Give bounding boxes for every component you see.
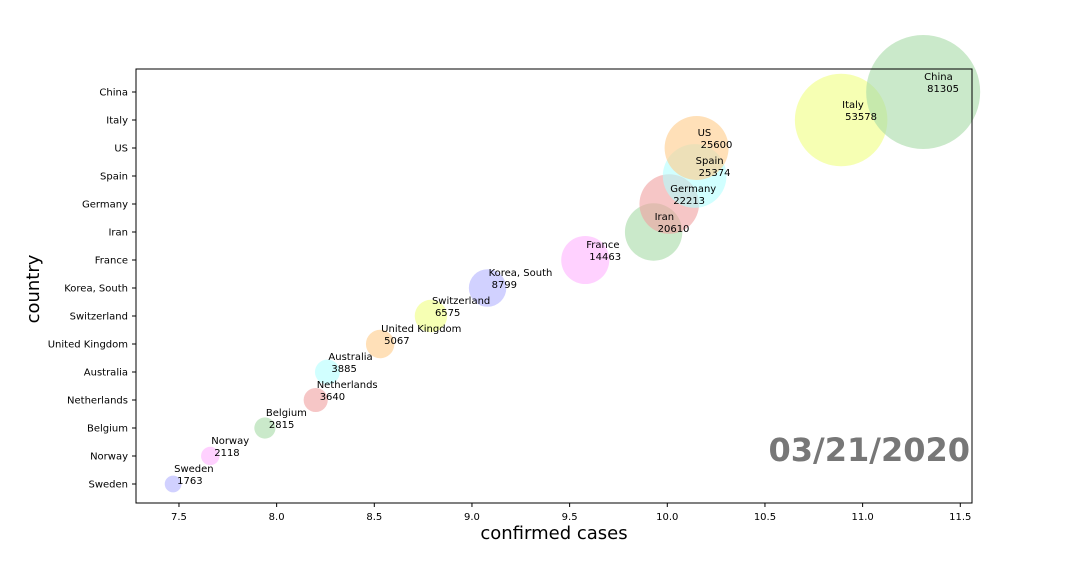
point-label-name: United Kingdom — [381, 324, 461, 335]
y-tick-label: Spain — [100, 172, 128, 183]
y-tick-label: Australia — [84, 368, 128, 379]
y-tick-label: Netherlands — [67, 396, 128, 407]
point-label-value: 25374 — [699, 168, 731, 179]
point-label-name: Norway — [211, 436, 249, 447]
bubble-point — [201, 446, 220, 466]
point-label-value: 5067 — [384, 336, 409, 347]
point-label-name: Switzerland — [432, 296, 490, 307]
point-label-name: Netherlands — [317, 380, 378, 391]
point-label-name: Spain — [696, 156, 724, 167]
plot-area-frame — [135, 68, 973, 504]
point-label-value: 22213 — [673, 196, 705, 207]
y-tick-label: US — [114, 144, 128, 155]
point-label-name: Korea, South — [489, 268, 553, 279]
bubble-point — [664, 116, 729, 180]
x-tick-label: 11.0 — [851, 512, 873, 523]
x-tick-label: 9.5 — [562, 512, 578, 523]
x-axis-ticks: 7.5 8.0 8.5 9.0 9.5 10.0 10.5 11.0 11.5 — [171, 503, 971, 523]
bubble-point — [794, 73, 888, 167]
bubble-point — [314, 359, 340, 385]
point-label-name: Italy — [842, 100, 864, 111]
bubble-point — [164, 475, 182, 493]
y-tick-label: Sweden — [88, 480, 128, 491]
y-tick-label: Switzerland — [70, 312, 128, 323]
point-label-value: 53578 — [845, 112, 877, 123]
y-tick-label: China — [99, 88, 128, 99]
x-tick-label: 8.0 — [269, 512, 285, 523]
x-tick-label: 11.5 — [949, 512, 971, 523]
point-label-value: 3885 — [331, 364, 356, 375]
bubble-point — [468, 269, 507, 307]
y-tick-label: Korea, South — [64, 284, 128, 295]
bubble-point — [365, 329, 395, 359]
x-tick-label: 10.5 — [754, 512, 776, 523]
point-label-value: 8799 — [492, 280, 517, 291]
y-tick-label: France — [95, 256, 128, 267]
point-label-value: 25600 — [701, 140, 733, 151]
point-label-value: 14463 — [589, 252, 621, 263]
bubbles-layer — [164, 35, 981, 493]
point-label-value: 81305 — [927, 84, 959, 95]
y-tick-label: Norway — [90, 452, 128, 463]
y-tick-label: Germany — [82, 200, 128, 211]
bubble-point — [561, 235, 610, 285]
y-tick-label: Belgium — [87, 424, 128, 435]
point-label-value: 1763 — [177, 476, 202, 487]
point-label-value: 2118 — [214, 448, 239, 459]
point-label-value: 3640 — [320, 392, 345, 403]
x-axis-title: confirmed cases — [480, 523, 627, 544]
bubble-point — [414, 299, 448, 333]
y-axis-title: country — [23, 254, 44, 323]
point-label-name: US — [698, 128, 712, 139]
point-label-name: France — [586, 240, 619, 251]
y-tick-label: Iran — [108, 228, 128, 239]
x-tick-label: 10.0 — [656, 512, 678, 523]
point-label-name: Sweden — [174, 464, 214, 475]
y-tick-label: United Kingdom — [48, 340, 128, 351]
y-tick-label: Italy — [106, 116, 128, 127]
point-label-name: Australia — [328, 352, 372, 363]
x-tick-label: 8.5 — [366, 512, 382, 523]
x-tick-label: 9.0 — [464, 512, 480, 523]
point-label-value: 6575 — [435, 308, 460, 319]
point-label-name: Germany — [670, 184, 716, 195]
date-stamp: 03/21/2020 — [769, 431, 971, 469]
x-tick-label: 7.5 — [171, 512, 187, 523]
bubble-point — [866, 35, 981, 149]
point-label-value: 2815 — [269, 420, 294, 431]
y-axis-ticks: Sweden Norway Belgium Netherlands Australia U… — [48, 88, 136, 491]
point-label-name: China — [924, 72, 953, 83]
point-label-name: Belgium — [266, 408, 307, 419]
point-label-name: Iran — [655, 212, 675, 223]
bubble-point — [254, 417, 276, 439]
point-label-value: 20610 — [658, 224, 690, 235]
bubble-point — [303, 387, 328, 413]
